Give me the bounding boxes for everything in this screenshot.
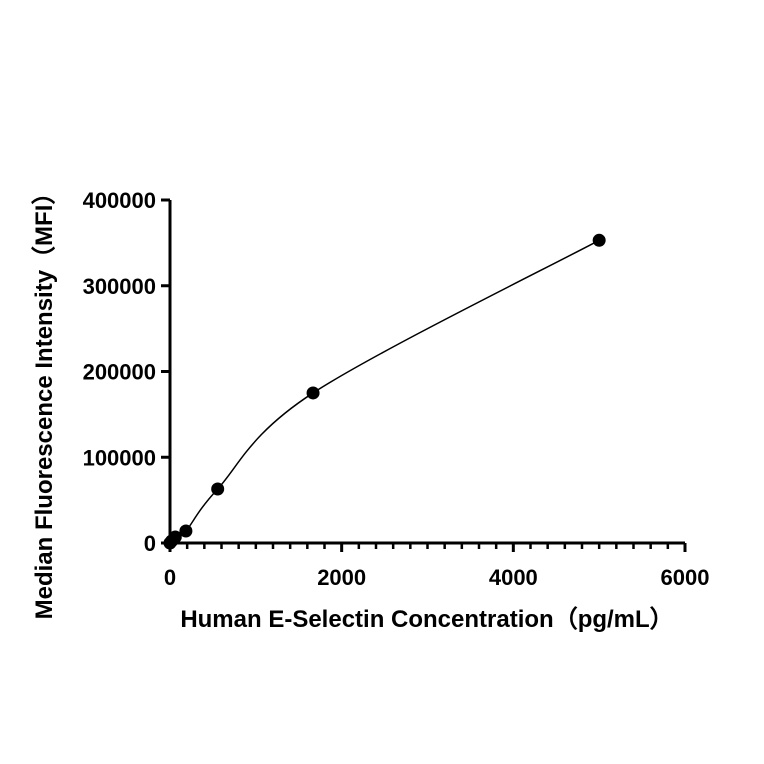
y-axis-label: Median Fluorescence Intensity（MFI）: [31, 181, 58, 620]
fit-curve: [169, 239, 600, 544]
axes: 0 2000 4000 6000 0 100000 200000 300000 400000: [83, 188, 710, 590]
data-point: [168, 530, 182, 544]
y-tick-label: 200000: [83, 360, 156, 385]
y-tick-label: 0: [144, 531, 156, 556]
x-axis-label: Human E-Selectin Concentration（pg/mL）: [180, 606, 673, 633]
data-point: [306, 386, 320, 400]
x-tick-label: 2000: [317, 565, 366, 590]
x-tick-label: 6000: [661, 565, 710, 590]
y-tick-label: 300000: [83, 274, 156, 299]
data-points: [163, 233, 606, 550]
x-tick-label: 4000: [489, 565, 538, 590]
y-tick-label: 400000: [83, 188, 156, 213]
data-point: [179, 524, 193, 538]
data-point: [211, 482, 225, 496]
y-tick-label: 100000: [83, 445, 156, 470]
data-point: [592, 233, 606, 247]
x-tick-label: 0: [164, 565, 176, 590]
